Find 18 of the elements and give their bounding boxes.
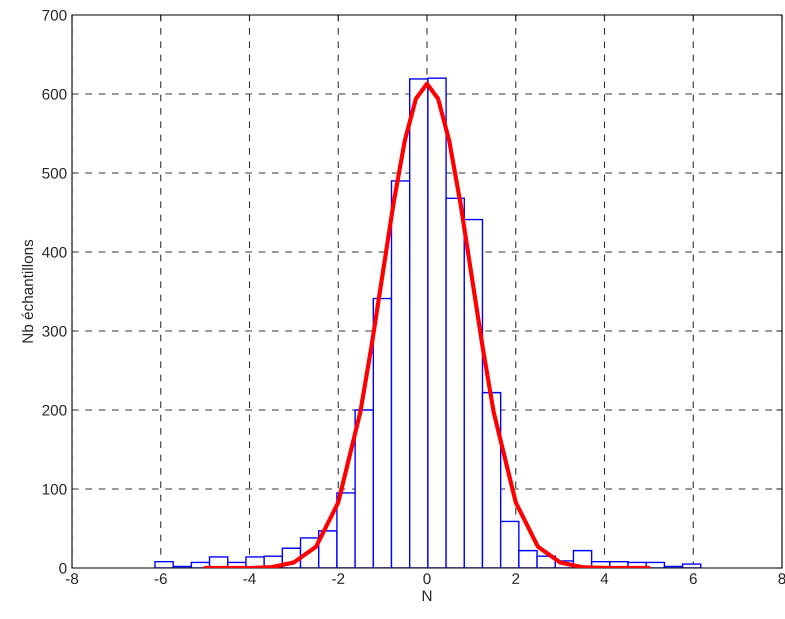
x-tick-label: 2 (512, 573, 520, 584)
x-tick-label: -8 (66, 573, 78, 584)
y-tick-label: 100 (42, 484, 67, 495)
x-tick-label: 6 (690, 573, 697, 584)
x-axis-title: N (422, 590, 432, 601)
y-tick-label: 400 (42, 246, 67, 258)
x-tick-label: -6 (154, 573, 167, 584)
y-axis-title: Nb échantillons (22, 240, 34, 342)
y-tick-label: 500 (42, 168, 67, 179)
x-tick-label: 0 (423, 573, 431, 584)
y-tick-label: 200 (42, 404, 67, 416)
y-tick-label: 600 (42, 88, 67, 100)
x-tick-label: -2 (332, 573, 344, 584)
y-tick-label: 0 (59, 562, 67, 574)
y-tick-label: 700 (42, 10, 67, 21)
x-tick-label: -4 (243, 573, 256, 584)
y-tick-label: 300 (42, 326, 67, 337)
x-tick-label: 4 (600, 573, 608, 584)
